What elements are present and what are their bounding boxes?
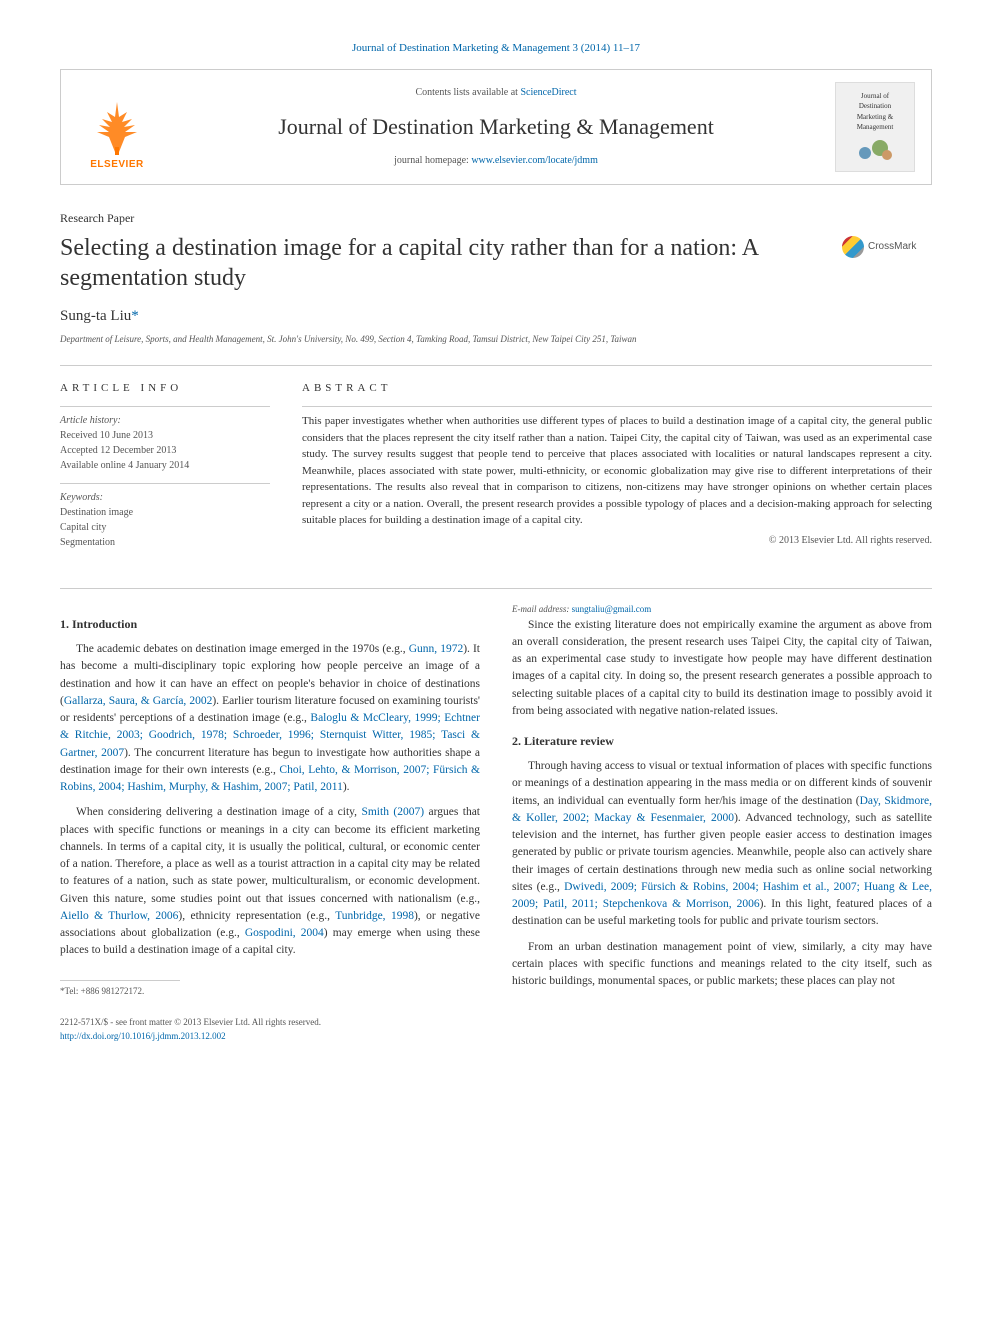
cover-graphic-icon — [855, 133, 895, 163]
abstract-column: ABSTRACT This paper investigates whether… — [302, 380, 932, 561]
footer-left: 2212-571X/$ - see front matter © 2013 El… — [60, 1016, 321, 1043]
citation-link[interactable]: Smith (2007) — [361, 806, 424, 818]
body-text: ). — [343, 781, 350, 793]
paper-type: Research Paper — [60, 209, 932, 227]
body-text: When considering delivering a destinatio… — [76, 806, 361, 818]
author-corresponding-marker[interactable]: * — [131, 308, 139, 324]
keyword: Capital city — [60, 520, 270, 535]
doi-link[interactable]: http://dx.doi.org/10.1016/j.jdmm.2013.12… — [60, 1031, 226, 1041]
body-text: ), ethnicity representation (e.g., — [178, 910, 335, 922]
citation-link[interactable]: Journal of Destination Marketing & Manag… — [352, 42, 640, 54]
email-link[interactable]: sungtaliu@gmail.com — [572, 604, 652, 614]
abstract-label: ABSTRACT — [302, 380, 932, 397]
body-text: argues that places with specific functio… — [60, 806, 480, 904]
elsevier-logo: ELSEVIER — [77, 82, 157, 172]
article-info-label: ARTICLE INFO — [60, 380, 270, 397]
elsevier-label: ELSEVIER — [90, 157, 143, 172]
crossmark-label: CrossMark — [868, 239, 916, 254]
article-info-column: ARTICLE INFO Article history: Received 1… — [60, 380, 270, 561]
citation-link[interactable]: Gunn, 1972 — [409, 643, 464, 655]
citation-link[interactable]: Tunbridge, 1998 — [335, 910, 414, 922]
keywords-block: Keywords: Destination image Capital city… — [60, 483, 270, 550]
litreview-heading: 2. Literature review — [512, 732, 932, 750]
footnote-label: E-mail address: — [512, 604, 572, 614]
abstract-text: This paper investigates whether when aut… — [302, 406, 932, 529]
keywords-title: Keywords: — [60, 490, 270, 505]
homepage-line: journal homepage: www.elsevier.com/locat… — [173, 153, 819, 168]
article-history-block: Article history: Received 10 June 2013 A… — [60, 406, 270, 473]
crossmark-icon — [842, 236, 864, 258]
divider — [60, 365, 932, 366]
page-footer: 2212-571X/$ - see front matter © 2013 El… — [60, 1016, 932, 1043]
keyword: Segmentation — [60, 535, 270, 550]
author-name: Sung-ta Liu — [60, 308, 131, 324]
intro-paragraph: The academic debates on destination imag… — [60, 641, 480, 796]
citation-header: Journal of Destination Marketing & Manag… — [60, 40, 932, 57]
footnote-value: +886 981272172. — [81, 986, 145, 996]
title-row: Selecting a destination image for a capi… — [60, 233, 932, 305]
authors: Sung-ta Liu* — [60, 305, 932, 328]
info-abstract-row: ARTICLE INFO Article history: Received 1… — [60, 380, 932, 561]
paper-title: Selecting a destination image for a capi… — [60, 233, 826, 293]
cover-line: Management — [857, 122, 894, 133]
footnote-email: E-mail address: sungtaliu@gmail.com — [512, 603, 932, 617]
header-center: Contents lists available at ScienceDirec… — [173, 85, 819, 168]
history-line: Accepted 12 December 2013 — [60, 443, 270, 458]
journal-cover-thumbnail: Journal of Destination Marketing & Manag… — [835, 82, 915, 172]
journal-name: Journal of Destination Marketing & Manag… — [173, 110, 819, 143]
crossmark-badge[interactable]: CrossMark — [842, 233, 932, 261]
contents-line: Contents lists available at ScienceDirec… — [173, 85, 819, 100]
elsevier-tree-icon — [87, 97, 147, 157]
history-line: Received 10 June 2013 — [60, 428, 270, 443]
homepage-prefix: journal homepage: — [394, 155, 471, 166]
body-columns: 1. Introduction The academic debates on … — [60, 603, 932, 998]
litreview-paragraph: Through having access to visual or textu… — [512, 758, 932, 931]
citation-link[interactable]: Gospodini, 2004 — [245, 927, 324, 939]
contents-prefix: Contents lists available at — [415, 87, 520, 98]
intro-heading: 1. Introduction — [60, 615, 480, 633]
affiliation: Department of Leisure, Sports, and Healt… — [60, 333, 932, 347]
cover-line: Destination — [859, 101, 891, 112]
history-line: Available online 4 January 2014 — [60, 458, 270, 473]
body-text: The academic debates on destination imag… — [76, 643, 409, 655]
intro-paragraph: When considering delivering a destinatio… — [60, 804, 480, 959]
cover-line: Marketing & — [857, 112, 893, 123]
litreview-paragraph: From an urban destination management poi… — [512, 939, 932, 991]
abstract-copyright: © 2013 Elsevier Ltd. All rights reserved… — [302, 533, 932, 548]
divider — [60, 588, 932, 589]
footnote-separator — [60, 980, 180, 981]
cover-line: Journal of — [861, 91, 889, 102]
citation-link[interactable]: Gallarza, Saura, & García, 2002 — [64, 695, 213, 707]
history-title: Article history: — [60, 413, 270, 428]
homepage-link[interactable]: www.elsevier.com/locate/jdmm — [471, 155, 598, 166]
journal-header-box: ELSEVIER Contents lists available at Sci… — [60, 69, 932, 185]
sciencedirect-link[interactable]: ScienceDirect — [520, 87, 576, 98]
keyword: Destination image — [60, 505, 270, 520]
footnote-tel: *Tel: +886 981272172. — [60, 985, 480, 999]
footer-copyright: 2212-571X/$ - see front matter © 2013 El… — [60, 1016, 321, 1030]
intro-paragraph: Since the existing literature does not e… — [512, 617, 932, 721]
citation-link[interactable]: Aiello & Thurlow, 2006 — [60, 910, 178, 922]
footnote-label: *Tel: — [60, 986, 81, 996]
